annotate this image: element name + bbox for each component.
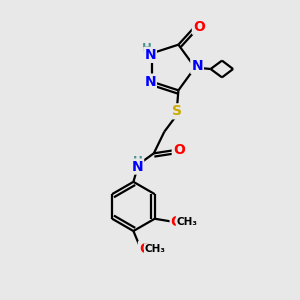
Text: H: H [133, 155, 143, 168]
Text: CH₃: CH₃ [145, 244, 166, 254]
Text: N: N [144, 75, 156, 88]
Text: N: N [144, 48, 156, 62]
Text: N: N [191, 59, 203, 73]
Text: O: O [173, 143, 185, 157]
Text: CH₃: CH₃ [177, 217, 198, 227]
Text: O: O [139, 242, 151, 256]
Text: S: S [172, 104, 182, 118]
Text: O: O [193, 20, 205, 34]
Text: O: O [171, 215, 183, 229]
Text: N: N [131, 160, 143, 173]
Text: H: H [142, 42, 152, 55]
